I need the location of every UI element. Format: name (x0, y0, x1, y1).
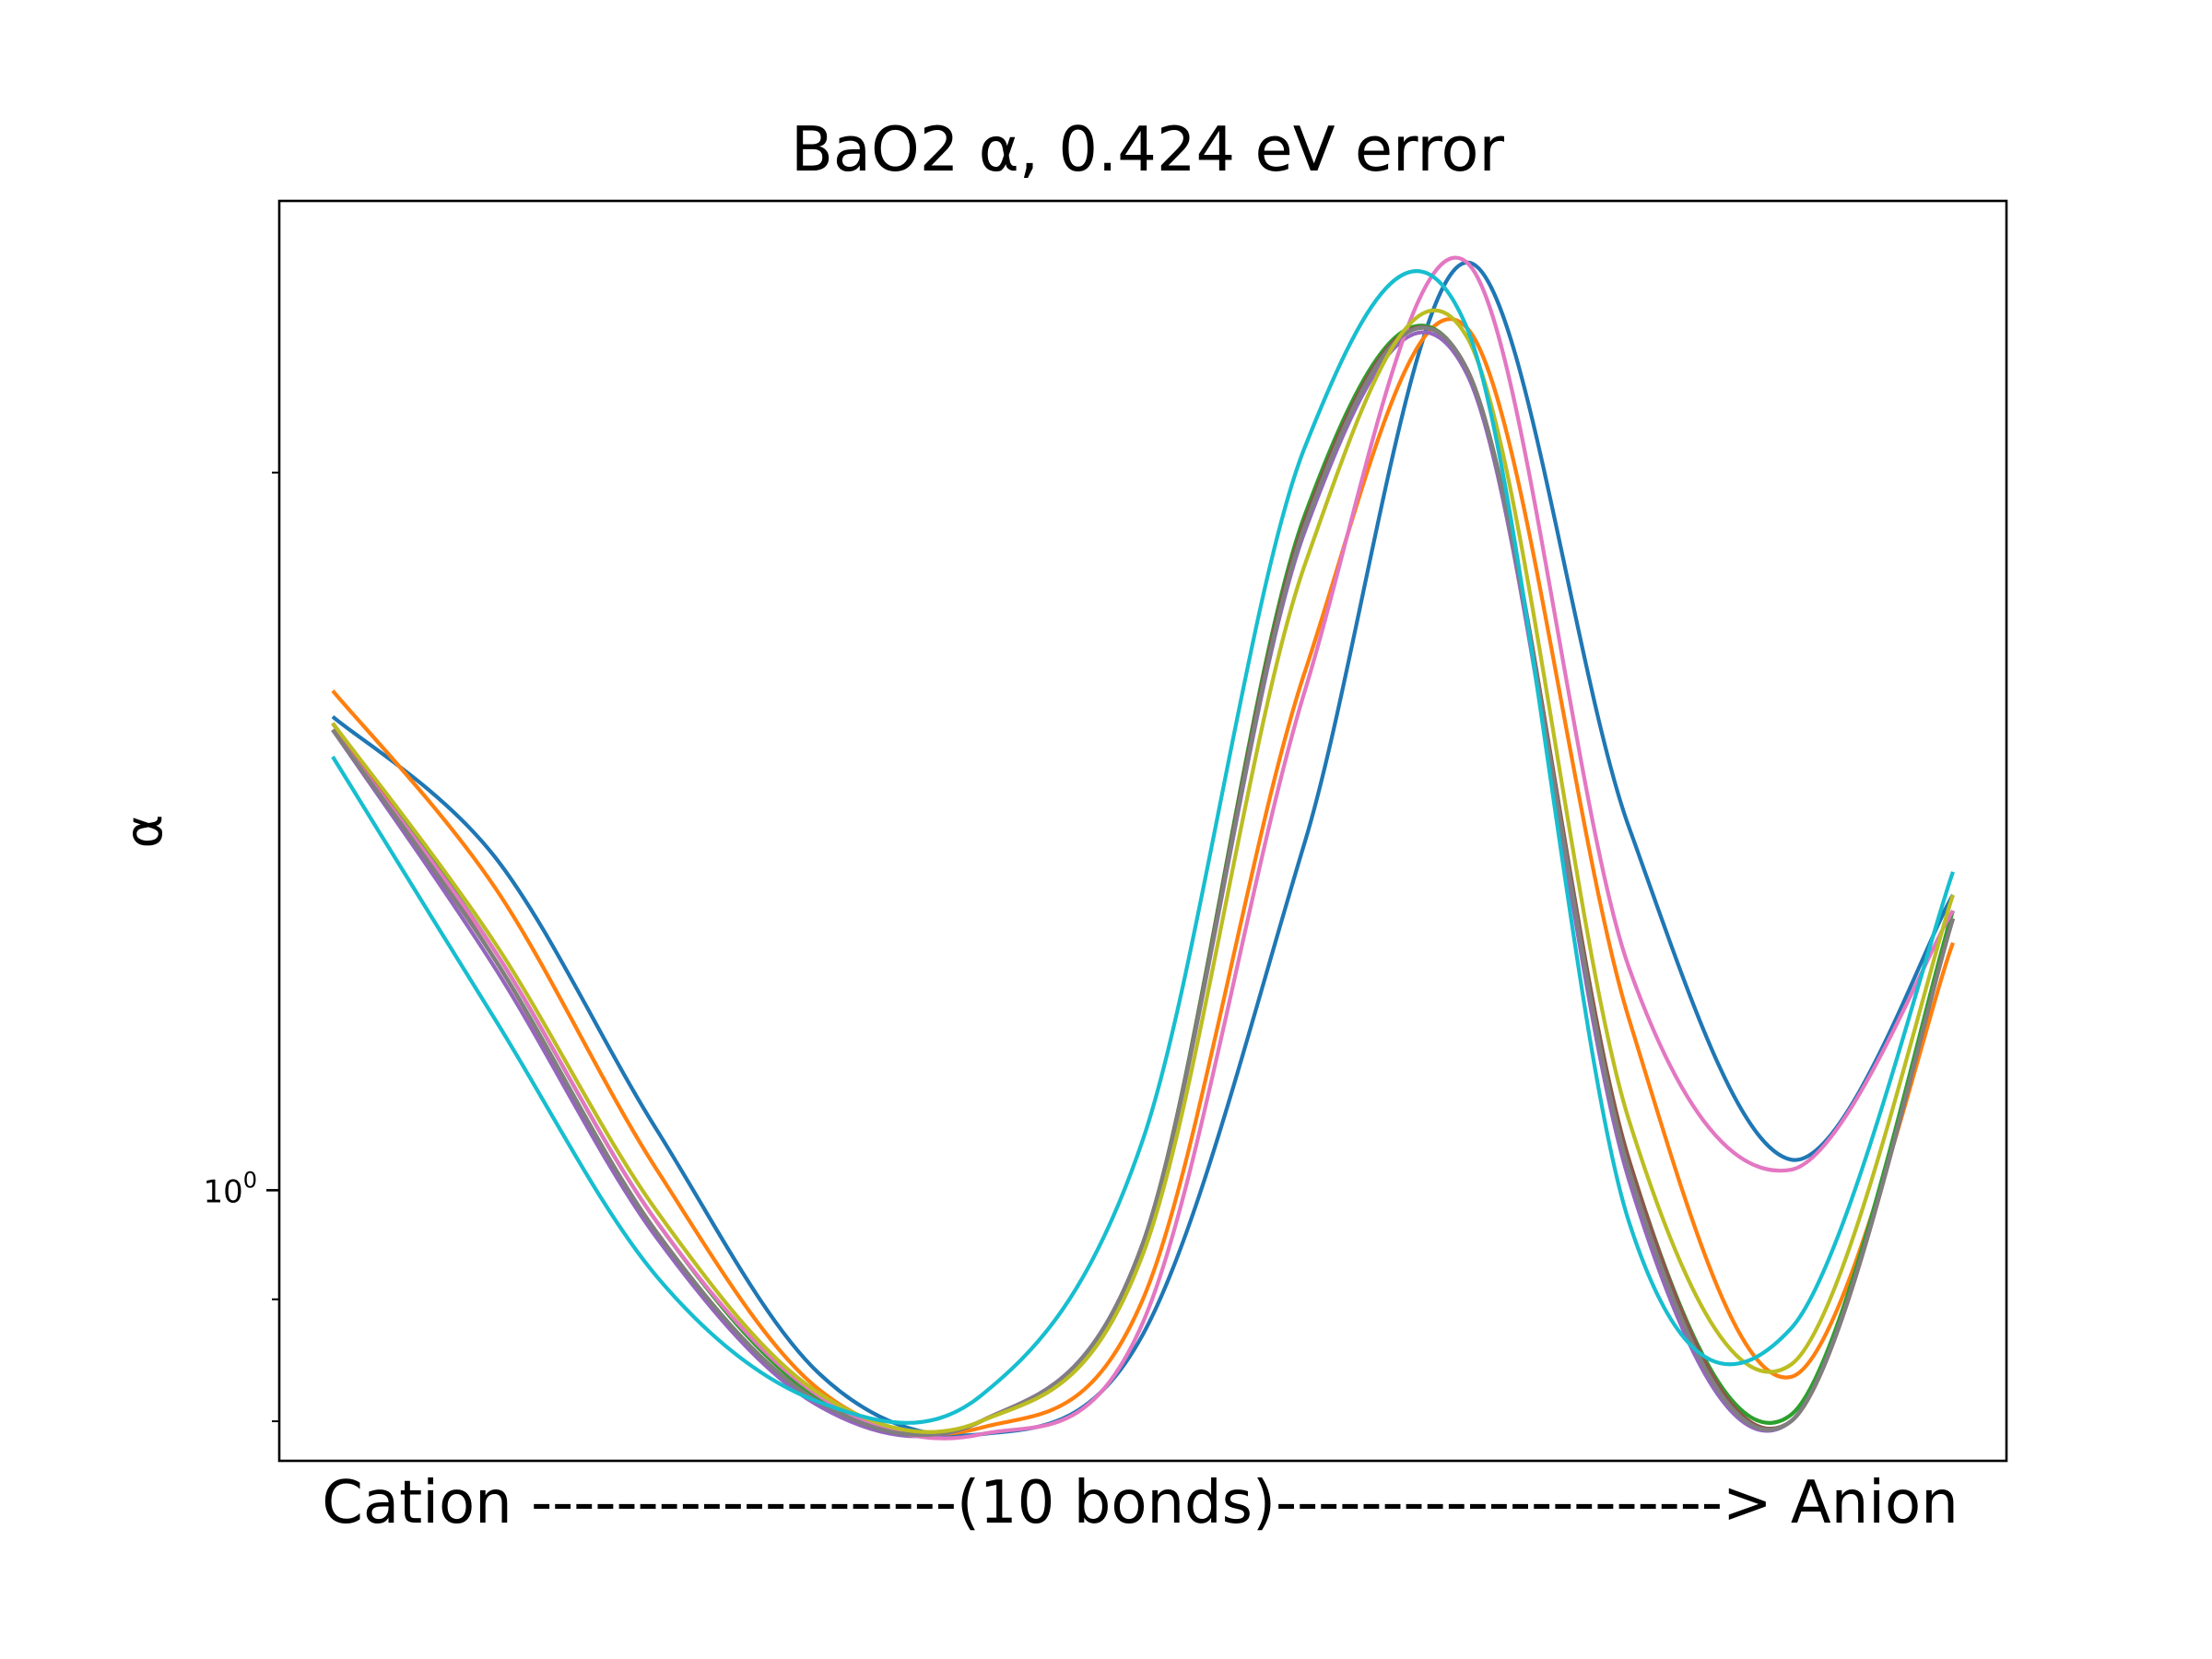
series-line-2 (331, 317, 1955, 1437)
x-axis-label: Cation --------------------(10 bonds)---… (322, 1469, 1959, 1537)
series-line-1 (331, 260, 1955, 1438)
y-tick-label: 100 (203, 1167, 257, 1210)
series-line-9 (331, 308, 1955, 1434)
series-line-7 (331, 255, 1955, 1441)
chart-title: BaO2 α, 0.424 eV error (791, 113, 1505, 185)
y-axis-label: α (114, 815, 174, 849)
y-major-ticks: 100 (203, 1167, 279, 1210)
series-line-10 (331, 268, 1955, 1425)
y-minor-ticks (272, 471, 279, 1423)
series-line-8 (331, 325, 1955, 1438)
plot-frame (277, 199, 2008, 1463)
plot-lines (331, 255, 1955, 1441)
